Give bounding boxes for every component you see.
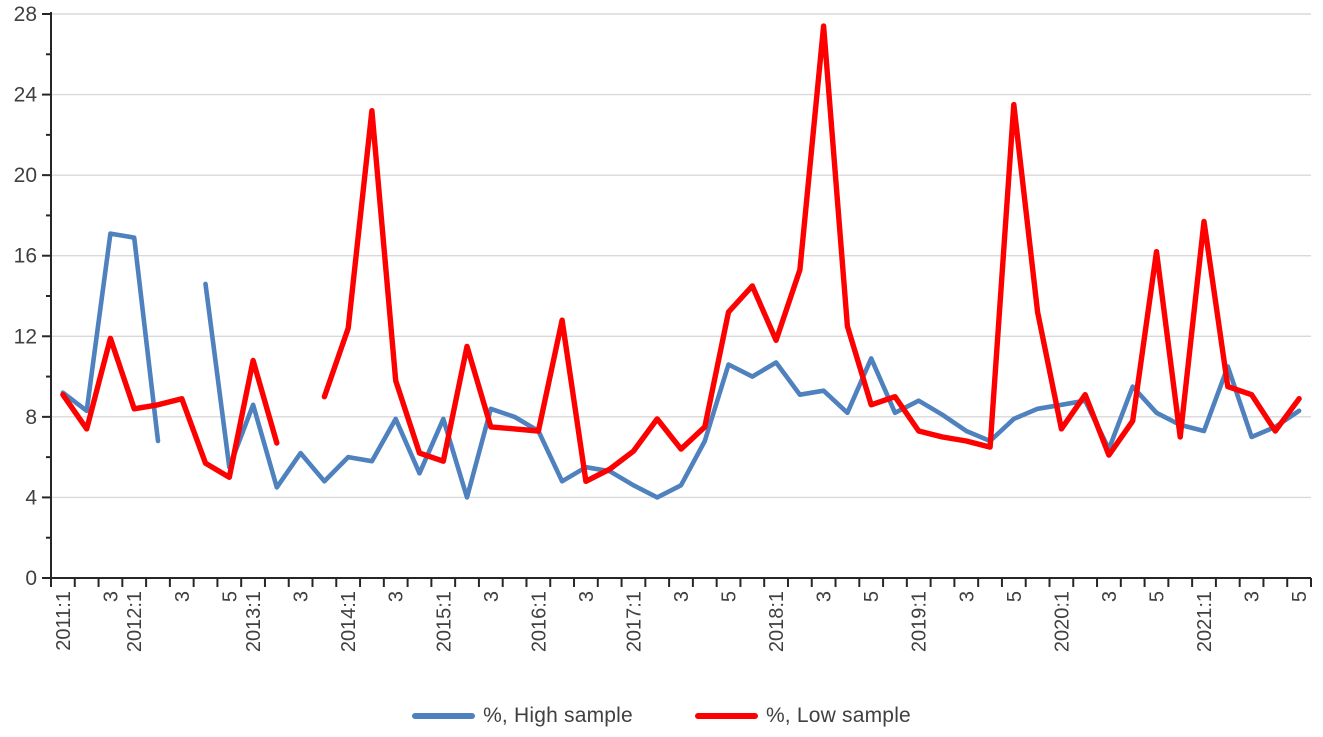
- low-sample-line-swatch: [694, 713, 758, 719]
- svg-text:2016:1: 2016:1: [528, 591, 550, 652]
- svg-text:16: 16: [14, 245, 37, 268]
- svg-text:5: 5: [219, 591, 241, 602]
- svg-text:2011:1: 2011:1: [53, 591, 75, 651]
- svg-text:28: 28: [14, 3, 37, 26]
- svg-text:2018:1: 2018:1: [766, 591, 788, 652]
- svg-text:2017:1: 2017:1: [623, 591, 645, 652]
- legend-item-high-sample: %, High sample: [412, 704, 633, 728]
- chart-legend: %, High sample %, Low sample: [0, 704, 1323, 728]
- svg-text:2021:1: 2021:1: [1194, 591, 1216, 652]
- svg-text:12: 12: [14, 325, 37, 348]
- svg-text:3: 3: [956, 591, 978, 602]
- svg-text:0: 0: [25, 567, 37, 590]
- legend-label: %, Low sample: [765, 704, 911, 727]
- svg-text:5: 5: [1289, 591, 1311, 602]
- svg-text:8: 8: [25, 406, 37, 429]
- legend-label: %, High sample: [483, 704, 633, 727]
- svg-text:20: 20: [14, 164, 37, 187]
- svg-text:3: 3: [172, 591, 194, 602]
- svg-text:3: 3: [291, 591, 313, 602]
- svg-text:5: 5: [1146, 591, 1168, 602]
- svg-text:24: 24: [14, 84, 38, 107]
- svg-text:3: 3: [481, 591, 503, 602]
- svg-text:3: 3: [1099, 591, 1121, 602]
- svg-text:5: 5: [861, 591, 883, 602]
- svg-text:3: 3: [576, 591, 598, 602]
- svg-text:2019:1: 2019:1: [909, 591, 931, 652]
- svg-text:3: 3: [386, 591, 408, 602]
- svg-text:4: 4: [25, 486, 37, 509]
- svg-text:2014:1: 2014:1: [338, 591, 360, 652]
- svg-text:2013:1: 2013:1: [243, 591, 265, 652]
- svg-text:5: 5: [1004, 591, 1026, 602]
- svg-text:3: 3: [1242, 591, 1264, 602]
- svg-text:2012:1: 2012:1: [124, 591, 146, 652]
- svg-text:3: 3: [671, 591, 693, 602]
- svg-text:3: 3: [814, 591, 836, 602]
- high-sample-line-swatch: [412, 713, 476, 719]
- legend-item-low-sample: %, Low sample: [694, 704, 911, 728]
- svg-text:3: 3: [100, 591, 122, 602]
- svg-text:2015:1: 2015:1: [433, 591, 455, 652]
- svg-text:2020:1: 2020:1: [1051, 591, 1073, 652]
- svg-text:5: 5: [719, 591, 741, 602]
